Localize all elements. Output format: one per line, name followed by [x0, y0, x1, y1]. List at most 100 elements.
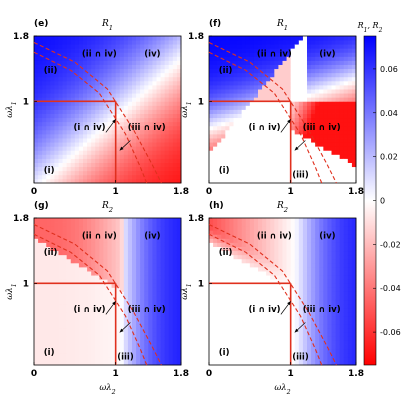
heatmap-cell: [262, 267, 267, 272]
heatmap-cell: [168, 291, 174, 296]
heatmap-cell: [34, 283, 39, 288]
heatmap-cell: [311, 328, 316, 333]
heatmap-cell: [274, 101, 279, 106]
heatmap-cell: [302, 113, 308, 119]
heatmap-cell: [262, 56, 267, 61]
heatmap-cell: [266, 360, 271, 366]
heatmap-cell: [315, 320, 320, 325]
heatmap-cell: [311, 89, 316, 94]
heatmap-cell: [176, 154, 182, 159]
heatmap-cell: [286, 44, 292, 49]
heatmap-cell: [34, 48, 39, 53]
heatmap-cell: [132, 242, 137, 247]
heatmap-cell: [213, 332, 218, 337]
heatmap-cell: [127, 121, 133, 127]
heatmap-cell: [319, 218, 324, 223]
heatmap-cell: [290, 344, 296, 350]
heatmap-cell: [168, 56, 174, 61]
heatmap-cell: [168, 311, 174, 317]
heatmap-cell: [152, 52, 157, 57]
heatmap-cell: [54, 142, 59, 147]
heatmap-cell: [66, 97, 72, 102]
heatmap-cell: [270, 360, 275, 366]
heatmap-cell: [168, 101, 174, 106]
heatmap-cell: [99, 174, 104, 180]
heatmap-cell: [298, 246, 304, 252]
heatmap-cell: [111, 267, 117, 272]
heatmap-cell: [132, 125, 137, 131]
heatmap-cell: [217, 246, 222, 252]
heatmap-cell: [164, 129, 170, 135]
heatmap-cell: [107, 60, 112, 65]
heatmap-cell: [209, 36, 214, 41]
heatmap-cell: [307, 76, 312, 82]
heatmap-cell: [209, 328, 214, 333]
heatmap-cell: [132, 166, 137, 172]
heatmap-cell: [298, 138, 304, 143]
heatmap-cell: [270, 356, 275, 362]
heatmap-cell: [282, 162, 287, 168]
heatmap-cell: [290, 275, 296, 280]
heatmap-cell: [315, 36, 320, 41]
heatmap-cell: [160, 303, 166, 309]
heatmap-cell: [302, 283, 308, 288]
heatmap-cell: [119, 117, 125, 123]
heatmap-cell: [278, 320, 283, 325]
heatmap-cell: [119, 222, 125, 227]
heatmap-cell: [46, 166, 51, 172]
heatmap-cell: [95, 44, 100, 49]
heatmap-cell: [119, 340, 125, 345]
heatmap-cell: [152, 299, 157, 305]
heatmap-cell: [331, 48, 336, 53]
heatmap-cell: [140, 101, 145, 106]
heatmap-cell: [307, 352, 312, 358]
heatmap-cell: [83, 158, 88, 163]
heatmap-cell: [298, 68, 304, 74]
region-label: (ii): [44, 66, 58, 76]
heatmap-cell: [241, 344, 247, 350]
heatmap-cell: [123, 146, 129, 151]
heatmap-cell: [62, 234, 68, 239]
heatmap-cell: [319, 125, 324, 131]
heatmap-cell: [225, 238, 230, 243]
heatmap-cell: [319, 287, 324, 292]
heatmap-cell: [302, 85, 308, 90]
heatmap-cell: [213, 138, 218, 143]
heatmap-cell: [34, 52, 39, 57]
heatmap-cell: [217, 154, 222, 159]
heatmap-cell: [144, 101, 149, 106]
heatmap-cell: [229, 158, 234, 163]
heatmap-cell: [78, 328, 84, 333]
heatmap-cell: [245, 291, 251, 296]
heatmap-cell: [115, 258, 121, 264]
heatmap-cell: [148, 295, 153, 301]
heatmap-cell: [323, 150, 328, 155]
heatmap-cell: [144, 254, 149, 260]
heatmap-cell: [111, 40, 117, 45]
heatmap-cell: [168, 271, 174, 276]
heatmap-cell: [54, 283, 59, 288]
heatmap-cell: [119, 242, 125, 247]
heatmap-cell: [253, 303, 259, 309]
heatmap-cell: [229, 97, 234, 102]
heatmap-cell: [70, 275, 76, 280]
heatmap-cell: [282, 72, 287, 78]
heatmap-cell: [78, 68, 84, 74]
heatmap-cell: [319, 254, 324, 260]
heatmap-cell: [95, 254, 100, 260]
heatmap-cell: [107, 36, 112, 41]
heatmap-cell: [229, 307, 234, 313]
heatmap-cell: [339, 97, 345, 102]
heatmap-cell: [70, 299, 76, 305]
heatmap-cell: [274, 287, 279, 292]
heatmap-cell: [315, 267, 320, 272]
heatmap-cell: [343, 142, 349, 147]
heatmap-cell: [282, 283, 287, 288]
heatmap-cell: [78, 230, 84, 235]
heatmap-cell: [294, 142, 300, 147]
heatmap-cell: [140, 267, 145, 272]
heatmap-cell: [266, 267, 271, 272]
heatmap-cell: [237, 340, 243, 345]
heatmap-cell: [148, 307, 153, 313]
heatmap-cell: [140, 93, 145, 98]
